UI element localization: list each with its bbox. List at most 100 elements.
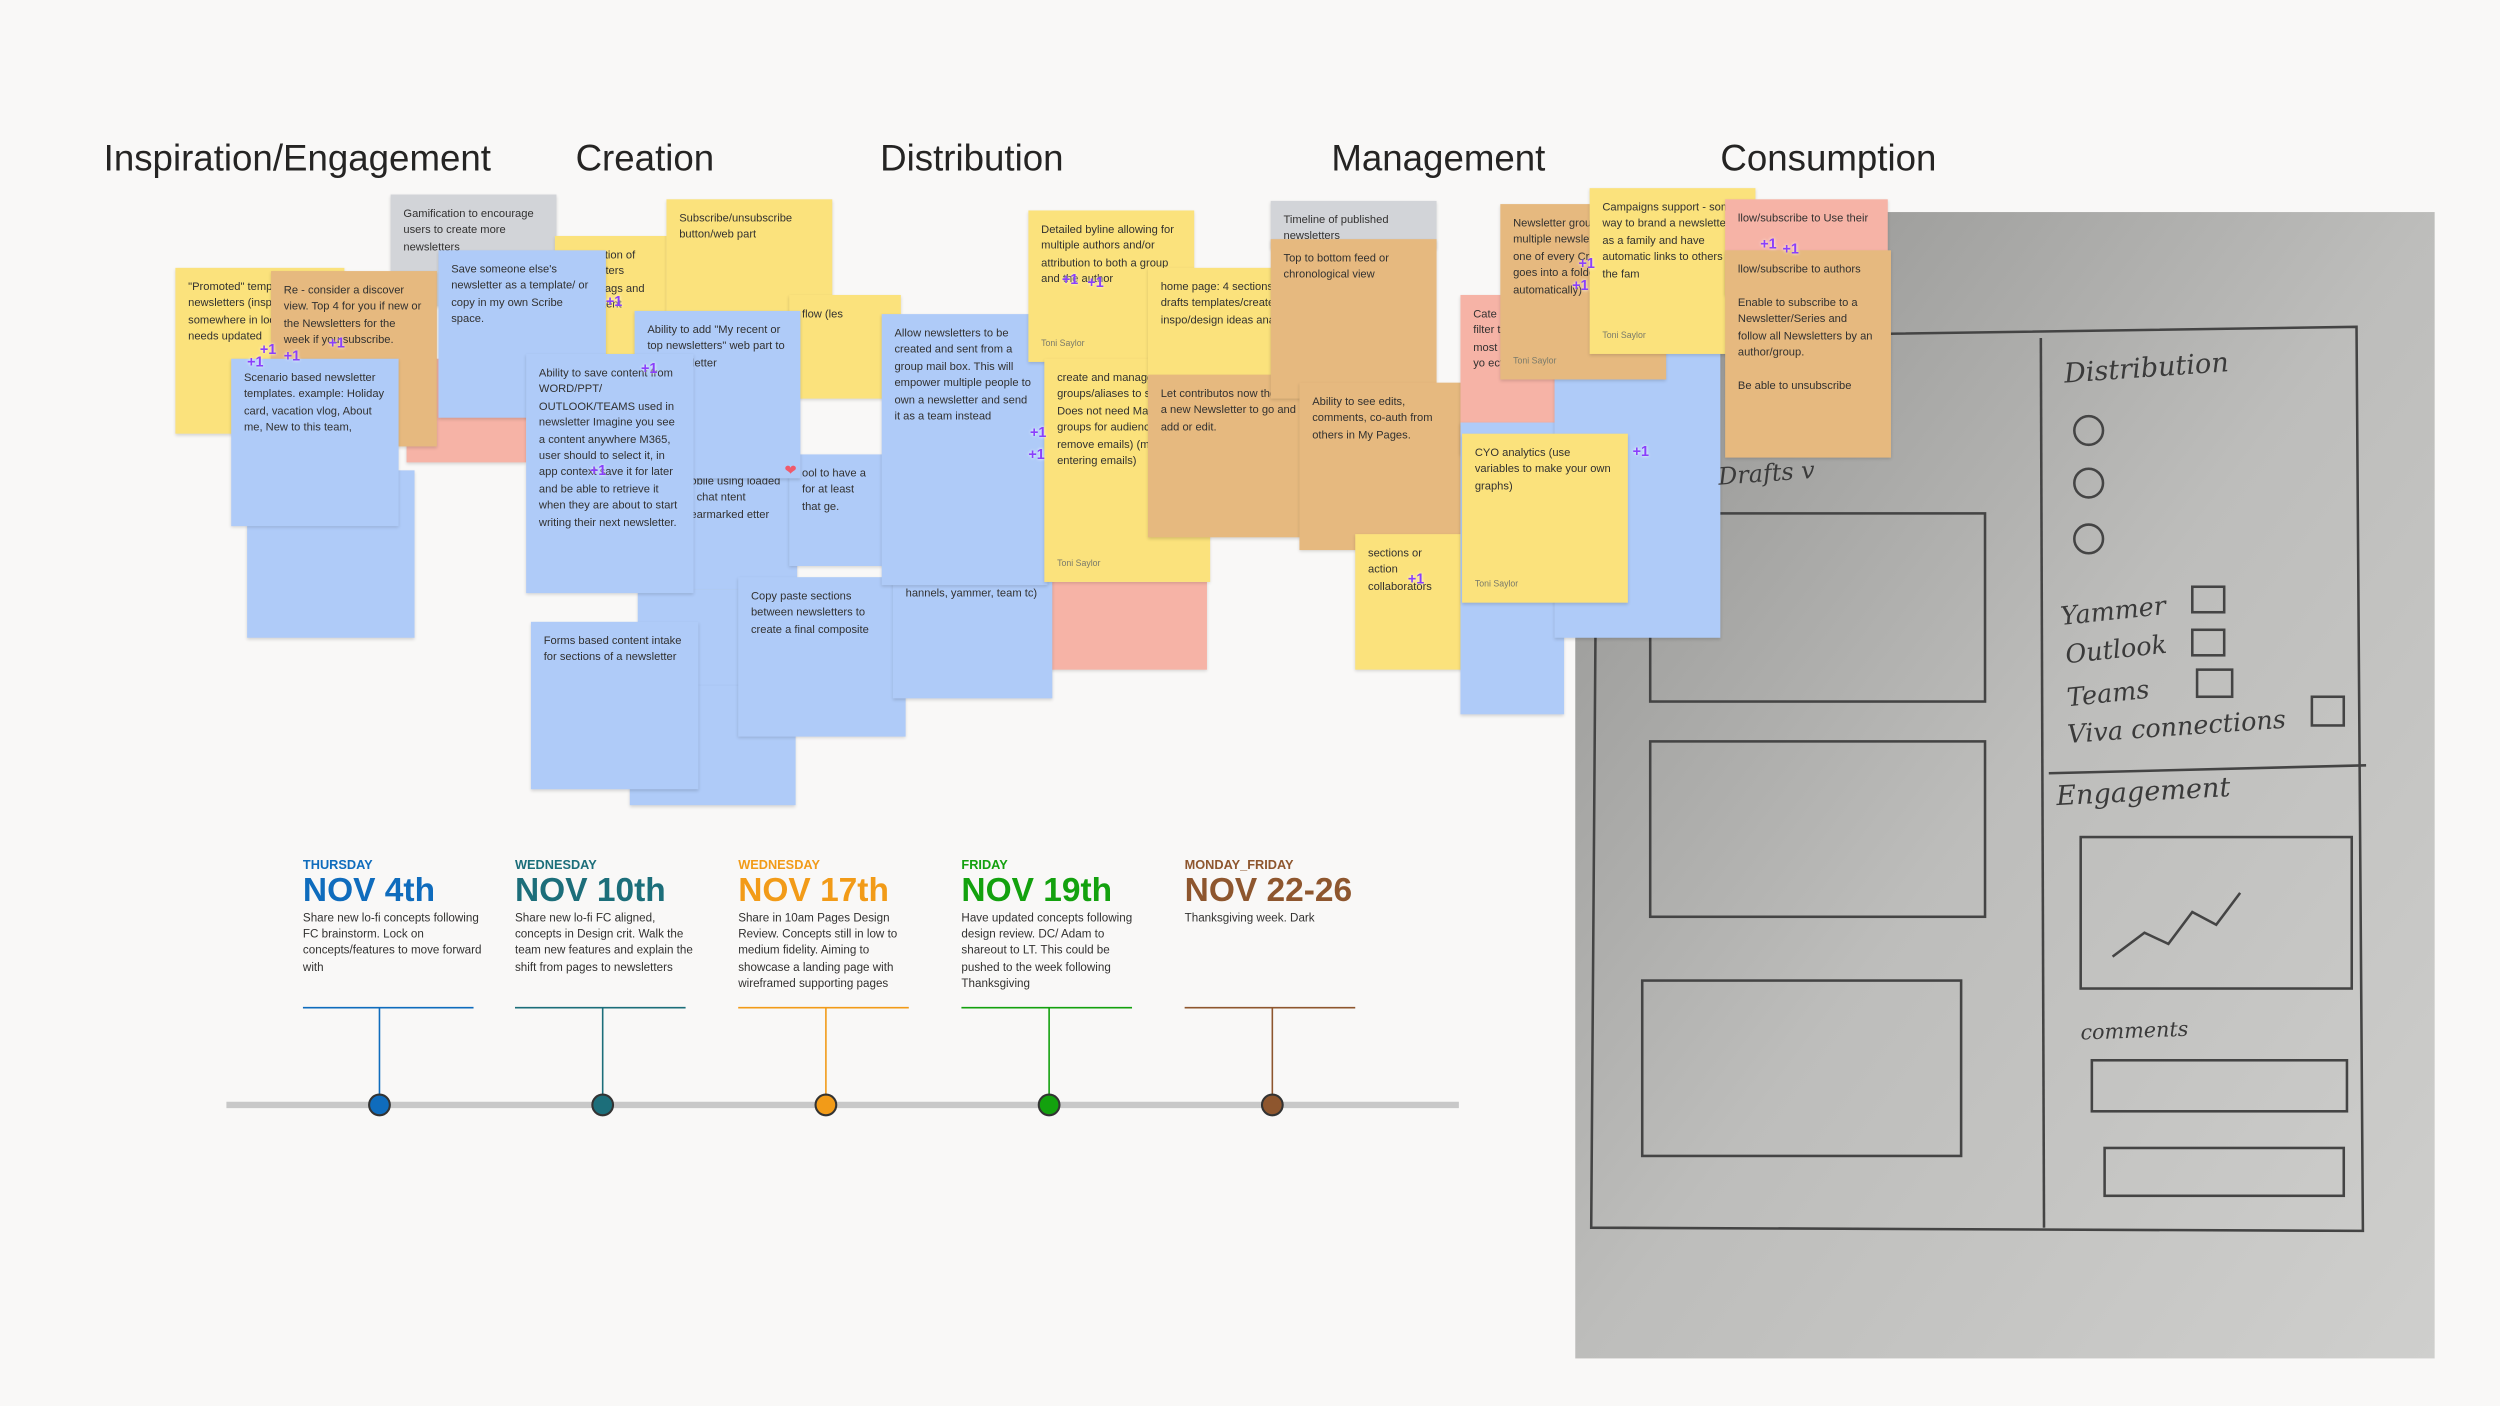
milestone-day: FRIDAY	[961, 857, 1008, 873]
column-heading: Distribution	[880, 137, 1064, 179]
vote-badge: +1	[1028, 446, 1045, 463]
milestone-description: Share in 10am Pages Design Review. Conce…	[738, 910, 898, 990]
vote-badge: +1	[605, 293, 623, 310]
milestone-day: MONDAY_FRIDAY	[1184, 857, 1294, 873]
milestone-day: WEDNESDAY	[738, 857, 820, 873]
note-author: Toni Saylor	[1513, 356, 1557, 367]
milestone: WEDNESDAY NOV 17th Share in 10am Pages Des…	[738, 858, 917, 992]
vote-badge: +1	[328, 334, 345, 351]
milestone-description: Have updated concepts following design r…	[961, 910, 1133, 990]
vote-badge: +1	[283, 347, 301, 364]
milestone-dot	[591, 1093, 615, 1117]
sticky-note: hannels, yammer, team tc)	[892, 573, 1053, 699]
milestone: THURSDAY NOV 4th Share new lo-fi concepts …	[303, 858, 482, 976]
note-text: flow (les	[801, 309, 843, 321]
sticky-note: Copy paste sections between newsletters …	[738, 577, 906, 737]
sketch-label: Outlook	[2064, 630, 2168, 670]
sketch-label: comments	[2080, 1017, 2189, 1045]
sketch-label: Yammer	[2059, 591, 2169, 632]
sticky-note: ool to have a for at least that ge.	[789, 454, 885, 567]
sticky-note: Ability to see edits, comments, co-auth …	[1299, 382, 1466, 551]
column-heading: Management	[1331, 137, 1546, 179]
note-text: Allow newsletters to be created and sent…	[894, 328, 1035, 423]
vote-badge: +1	[640, 360, 658, 377]
vote-badge: +1	[259, 341, 277, 358]
sticky-note: Forms based content intake for sections …	[530, 621, 699, 790]
vote-badge: +1	[1029, 424, 1047, 441]
note-text: Scenario based newsletter templates. exa…	[243, 373, 388, 435]
column-heading: Inspiration/Engagement	[103, 137, 491, 179]
vote-badge: +1	[1782, 240, 1799, 257]
vote-badge: +1	[247, 353, 264, 370]
sketch-label: Viva connections	[2066, 705, 2287, 750]
sketch-label: Engagement	[2055, 772, 2232, 812]
vote-badge: +1	[589, 462, 607, 479]
sticky-note: llow/subscribe to authors Enable to subs…	[1725, 250, 1891, 458]
note-text: Forms based content intake for sections …	[543, 636, 685, 664]
note-text: Subscribe/unsubscribe button/web part	[679, 213, 796, 242]
note-text: Campaigns support - some way to brand a …	[1602, 202, 1737, 281]
milestone-date: NOV 4th	[302, 872, 436, 909]
milestone-dot	[1260, 1093, 1284, 1117]
column-heading: Consumption	[1720, 137, 1937, 179]
vote-badge: +1	[1087, 274, 1104, 291]
milestone-date: NOV 19th	[961, 872, 1113, 909]
milestone: MONDAY_FRIDAY NOV 22-26 Thanksgiving week.…	[1185, 858, 1364, 927]
column-heading: Creation	[575, 137, 715, 179]
note-text: Top to bottom feed or chronological view	[1283, 253, 1393, 282]
vote-badge: +1	[1632, 443, 1650, 460]
note-text: Copy paste sections between newsletters …	[750, 591, 869, 636]
sticky-note	[1044, 581, 1207, 670]
milestone-description: Share new lo-fi concepts following FC br…	[302, 910, 482, 974]
sticky-note: Top to bottom feed or chronological view	[1270, 239, 1437, 399]
sticky-note: CYO analytics (use variables to make you…	[1462, 433, 1628, 603]
milestone-day: THURSDAY	[302, 857, 373, 873]
note-text: Detailed byline allowing for multiple au…	[1041, 224, 1178, 286]
sticky-note: obile using loaded / chat ntent earmarke…	[677, 462, 798, 590]
milestone-dot	[814, 1093, 838, 1117]
note-author: Toni Saylor	[1474, 579, 1519, 590]
note-text: ool to have a for at least that ge.	[801, 468, 870, 514]
note-text: Timeline of published newsletters	[1283, 215, 1392, 243]
milestone-description: Share new lo-fi FC aligned, concepts in …	[514, 910, 693, 974]
note-text: Re - consider a discover view. Top 4 for…	[283, 285, 425, 347]
note-author: Toni Saylor	[1041, 338, 1085, 349]
sticky-note: Newsletter groups publish multiple newsl…	[1500, 204, 1667, 380]
milestone: FRIDAY NOV 19th Have updated concepts foll…	[961, 858, 1140, 992]
sticky-note: sections or action collaborators	[1355, 534, 1467, 670]
note-text: llow/subscribe to Use their	[1737, 213, 1869, 225]
sticky-note: Ability to save content from WORD/PPT/ O…	[526, 353, 694, 594]
milestone-description: Thanksgiving week. Dark	[1184, 910, 1315, 925]
sketch-label: Drafts v	[1716, 456, 1816, 491]
milestone-dot	[1037, 1093, 1061, 1117]
note-text: Save someone else's newsletter as a temp…	[451, 264, 592, 326]
note-text: Ability to save content from WORD/PPT/ O…	[538, 368, 681, 529]
note-text: llow/subscribe to authors Enable to subs…	[1737, 264, 1873, 392]
milestone-date: NOV 22-26	[1184, 872, 1353, 909]
milestone: WEDNESDAY NOV 10th Share new lo-fi FC alig…	[515, 858, 694, 976]
note-author: Toni Saylor	[1057, 558, 1101, 569]
note-author: Toni Saylor	[1602, 330, 1646, 341]
milestone-day: WEDNESDAY	[514, 857, 597, 873]
reaction-heart: ❤	[784, 462, 797, 479]
milestone-date: NOV 17th	[738, 872, 889, 909]
sticky-note: Allow newsletters to be created and sent…	[881, 314, 1048, 586]
sticky-note: Scenario based newsletter templates. exa…	[231, 358, 399, 527]
sketch-label: Distribution	[2062, 347, 2230, 389]
sketch-label: Teams	[2066, 675, 2151, 713]
milestone-date: NOV 10th	[514, 872, 666, 909]
note-text: CYO analytics (use variables to make you…	[1474, 448, 1614, 493]
vote-badge: +1	[1572, 277, 1589, 294]
note-text: sections or action collaborators	[1367, 548, 1432, 593]
vote-badge: +1	[1760, 235, 1777, 252]
note-text: Gamification to encourage users to creat…	[403, 208, 537, 254]
note-text: Ability to see edits, comments, co-auth …	[1312, 397, 1436, 442]
vote-badge: +1	[1578, 255, 1595, 272]
milestone-dot	[368, 1093, 391, 1117]
vote-badge: +1	[1061, 271, 1079, 287]
note-text: hannels, yammer, team tc)	[905, 588, 1038, 600]
sticky-note: Save someone else's newsletter as a temp…	[438, 250, 606, 418]
